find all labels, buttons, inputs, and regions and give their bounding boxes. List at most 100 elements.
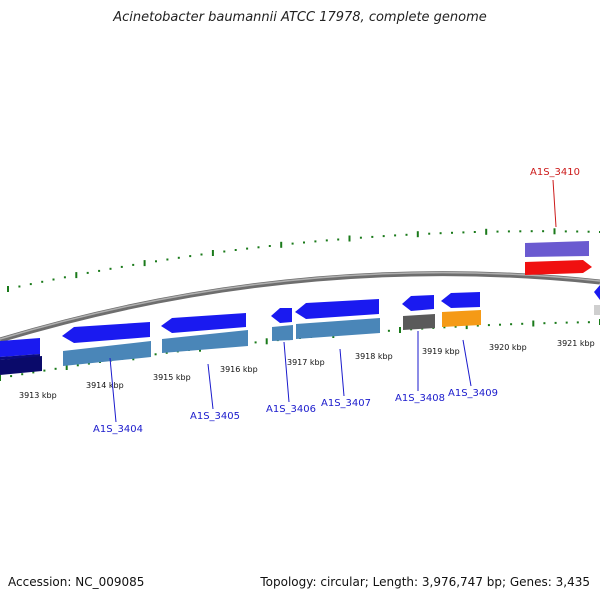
minor-tick	[443, 326, 446, 329]
leader-line	[109, 357, 117, 423]
gene-arrow[interactable]	[594, 285, 600, 300]
minor-tick	[462, 231, 465, 234]
scale-label: 3920 kbp	[489, 343, 527, 352]
minor-tick	[496, 230, 499, 233]
minor-tick	[499, 323, 501, 326]
minor-tick	[234, 249, 237, 251]
gene-bar-a1s-3410[interactable]	[525, 241, 589, 257]
minor-tick	[587, 230, 590, 233]
minor-tick	[542, 230, 545, 233]
gene-arrow-a1s-3405[interactable]	[161, 313, 246, 333]
minor-tick	[165, 351, 168, 354]
minor-tick	[54, 367, 57, 370]
scale-label: 3916 kbp	[220, 365, 258, 374]
minor-tick	[454, 325, 457, 328]
leader-line	[283, 341, 290, 403]
minor-tick	[587, 321, 590, 324]
minor-tick	[200, 253, 203, 256]
major-tick	[7, 286, 9, 292]
minor-tick	[223, 250, 226, 253]
gene-label-a1s-3406[interactable]: A1S_3406	[266, 404, 316, 415]
minor-tick	[254, 341, 257, 344]
accession-text: Accession: NC_009085	[8, 575, 145, 589]
gene-arrow-a1s-3409[interactable]	[441, 292, 480, 308]
minor-tick	[29, 283, 32, 286]
minor-tick	[487, 324, 490, 327]
major-tick	[399, 327, 401, 333]
minor-tick	[530, 230, 533, 233]
leader-line	[462, 339, 472, 387]
minor-tick	[63, 276, 66, 279]
gene-bar[interactable]	[0, 356, 42, 375]
leader-line	[207, 363, 214, 410]
gene-label-a1s-3405[interactable]: A1S_3405	[190, 411, 240, 422]
major-tick	[211, 250, 214, 256]
gene-arrow-a1s-3404[interactable]	[62, 322, 150, 343]
scale-label: 3915 kbp	[153, 373, 191, 382]
minor-tick	[428, 232, 431, 235]
genome-backbone	[0, 271, 600, 343]
minor-tick	[86, 271, 89, 274]
gene-bar[interactable]	[594, 305, 600, 315]
minor-tick	[543, 322, 546, 325]
minor-tick	[32, 371, 35, 374]
minor-tick	[41, 280, 44, 283]
minor-tick	[52, 278, 55, 281]
genome-backbone-highlight	[0, 271, 600, 340]
minor-tick	[405, 233, 408, 236]
gene-bar-a1s-3405[interactable]	[162, 330, 248, 353]
gene-arrow[interactable]	[0, 338, 40, 357]
minor-tick	[10, 375, 13, 378]
scale-labels: 3913 kbp 3914 kbp 3915 kbp 3916 kbp 3917…	[19, 339, 595, 400]
minor-tick	[325, 239, 328, 242]
scale-label: 3913 kbp	[19, 391, 57, 400]
minor-tick	[507, 230, 510, 233]
gene-arrow-a1s-3410[interactable]	[525, 260, 592, 275]
minor-tick	[166, 258, 169, 261]
gene-label-a1s-3409[interactable]: A1S_3409	[448, 388, 498, 399]
gene-bar-a1s-3407[interactable]	[296, 318, 380, 339]
minor-tick	[337, 238, 340, 241]
gene-arrow-a1s-3407[interactable]	[295, 299, 379, 319]
major-tick	[0, 375, 1, 381]
minor-tick	[387, 329, 390, 332]
scale-label: 3914 kbp	[86, 381, 124, 390]
minor-tick	[476, 324, 479, 327]
leader-line-red	[552, 179, 557, 228]
gene-label-a1s-3408[interactable]: A1S_3408	[395, 393, 445, 404]
gene-bar-a1s-3409[interactable]	[442, 310, 481, 327]
minor-tick	[371, 235, 374, 238]
gene-bar-a1s-3406[interactable]	[272, 325, 293, 341]
major-tick	[143, 260, 146, 267]
feature-track	[0, 241, 600, 375]
gene-arrow-a1s-3406[interactable]	[271, 308, 292, 323]
gene-arrow-a1s-3408[interactable]	[402, 295, 434, 311]
gene-bar-a1s-3404[interactable]	[63, 341, 151, 366]
minor-tick	[451, 231, 453, 234]
minor-tick	[554, 321, 557, 324]
outer-tick-ring	[7, 228, 600, 292]
gene-leader-lines	[109, 179, 557, 423]
gene-bar-a1s-3408[interactable]	[403, 314, 435, 330]
minor-tick	[314, 240, 317, 243]
scale-label: 3917 kbp	[287, 358, 325, 367]
minor-tick	[246, 247, 249, 250]
minor-tick	[359, 236, 362, 239]
minor-tick	[120, 265, 123, 268]
minor-tick	[519, 230, 522, 233]
minor-tick	[154, 353, 157, 356]
scale-label: 3918 kbp	[355, 352, 393, 361]
gene-label-a1s-3410[interactable]: A1S_3410	[530, 167, 580, 178]
major-tick	[265, 338, 268, 345]
genome-summary-text: Topology: circular; Length: 3,976,747 bp…	[260, 575, 590, 589]
gene-label-a1s-3407[interactable]: A1S_3407	[321, 398, 371, 409]
minor-tick	[43, 369, 46, 372]
major-tick	[280, 241, 283, 248]
gene-arrow-shadow	[0, 354, 40, 360]
minor-tick	[510, 323, 513, 326]
major-tick	[416, 231, 419, 238]
gene-label-a1s-3404[interactable]: A1S_3404	[93, 424, 143, 435]
minor-tick	[177, 256, 180, 259]
minor-tick	[268, 245, 271, 247]
